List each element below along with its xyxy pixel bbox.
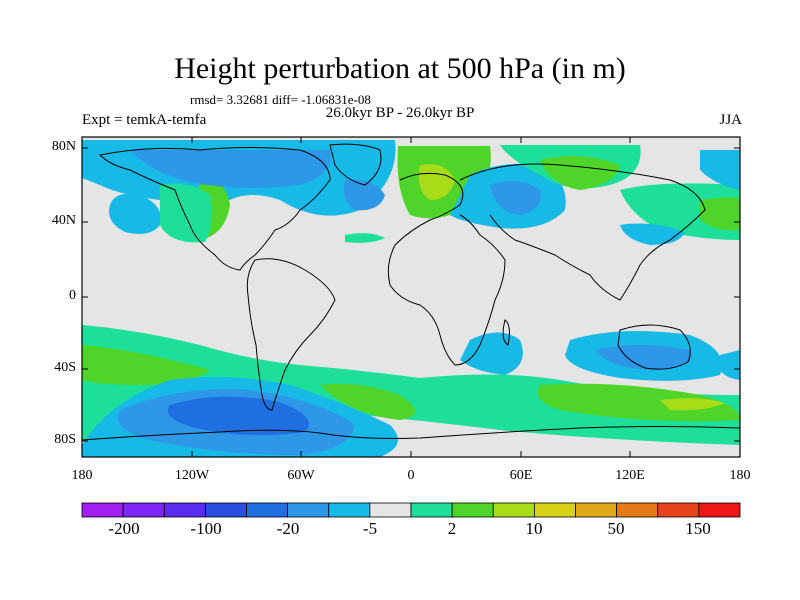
colorbar-label: -200 (108, 519, 140, 538)
axis-ticks (81, 137, 741, 457)
colorbar-swatch (287, 502, 330, 518)
field-cyan-sh-east (720, 350, 740, 380)
field-blue-nh-2 (343, 179, 385, 211)
lon-label-180e: 180 (729, 468, 751, 483)
field-green-sh-west (82, 345, 210, 385)
field-green-sh-east (537, 383, 740, 422)
colorbar-swatch (122, 502, 165, 518)
stats-text: rmsd= 3.32681 diff= -1.06831e-08 (190, 92, 371, 107)
field-blue-asia (490, 181, 541, 215)
lat-label-0: 0 (69, 288, 76, 303)
field-teal-sh-band (82, 325, 740, 445)
coast-europe-africa (387, 172, 506, 366)
colorbar-swatch (657, 502, 700, 518)
colorbar-swatch (369, 502, 412, 518)
lat-label-40n: 40N (51, 213, 76, 228)
coast-north-america (98, 147, 331, 271)
colorbar-label: 2 (447, 519, 457, 538)
season-label: JJA (719, 112, 742, 128)
coast-south-america (246, 258, 336, 411)
field-green-pacific (700, 197, 740, 231)
field-cyan-sh-africa (460, 332, 523, 375)
field-blue-sh-australia (595, 345, 692, 370)
colorbar-swatch (246, 502, 289, 518)
colorbar-swatch (616, 502, 659, 518)
field-teal-nh-1 (160, 183, 212, 243)
lon-label-60e: 60E (509, 468, 533, 483)
map-field (82, 137, 740, 457)
colorbar-swatch (204, 502, 247, 518)
lat-label-80n: 80N (51, 139, 76, 154)
colorbar-label: -20 (276, 519, 300, 538)
colorbar-swatch (328, 502, 371, 518)
colorbar-label: 150 (685, 519, 711, 538)
colorbar-swatch (492, 502, 535, 518)
field-blue-nh-1 (130, 150, 331, 188)
field-yellowgreen-sh (660, 398, 725, 411)
field-teal-natl (345, 233, 385, 243)
lon-label-0: 0 (407, 468, 415, 483)
colorbar-label: 10 (525, 519, 543, 538)
lat-label-40s: 40S (54, 360, 76, 375)
lon-label-120e: 120E (615, 468, 645, 483)
colorbar-swatch (575, 502, 618, 518)
experiment-label: Expt = temkA-temfa (82, 112, 207, 128)
field-cyan-nepacific (700, 150, 740, 190)
coast-asia (459, 163, 706, 301)
coast-madagascar (502, 319, 510, 346)
colorbar-label: -100 (190, 519, 222, 538)
field-cyan-nh-west2 (109, 193, 161, 234)
colorbar-swatch (410, 502, 453, 518)
colorbar-swatch (698, 502, 741, 518)
field-darkblue-sh-main (167, 396, 310, 436)
colorbar-swatch (163, 502, 206, 518)
coast-australia (617, 324, 691, 370)
plot-title: Height perturbation at 500 hPa (in m) (174, 52, 626, 85)
field-cyan-nasia2 (620, 223, 685, 245)
colorbar-swatch (451, 502, 494, 518)
colorbar-swatch (533, 502, 576, 518)
lon-label-120w: 120W (174, 468, 210, 483)
time-range-label: 26.0kyr BP - 26.0kyr BP (325, 105, 475, 121)
colorbar (81, 502, 741, 518)
coast-antarctica (82, 426, 740, 441)
coastlines (82, 143, 740, 441)
colorbar-swatch (81, 502, 124, 518)
lat-label-80s: 80S (54, 432, 76, 447)
lon-label-60w: 60W (287, 468, 315, 483)
lon-label-180w: 180 (71, 468, 93, 483)
colorbar-label: 50 (607, 519, 625, 538)
colorbar-label: -5 (362, 519, 378, 538)
field-green-sh-mid (320, 383, 415, 420)
coast-greenland (329, 143, 382, 186)
